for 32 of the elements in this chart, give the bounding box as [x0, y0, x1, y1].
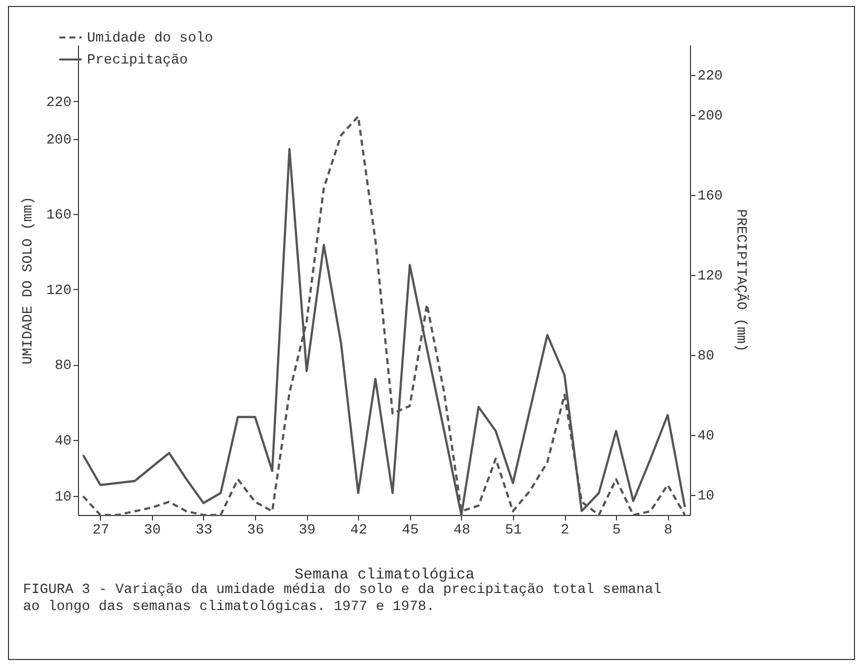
text: FIGURA 3 - Variação da umidade média do solo e da precipitação total semanal ao longo das semanas climatológicas. 1977 e 1978. [23, 582, 663, 616]
x-tick-label: 27 [92, 522, 110, 538]
x-tick-label: 51 [505, 522, 522, 538]
y-tick-label: 80 [54, 358, 72, 374]
x-tick-label: 36 [247, 522, 264, 538]
y2-tick-label: 200 [698, 108, 723, 124]
y2-tick-label: 220 [698, 68, 723, 84]
y-tick-label: 40 [54, 433, 72, 450]
x-tick-label: 45 [402, 522, 419, 538]
x-axis-title: Semana climatológica [294, 566, 475, 584]
x-tick-label: 48 [453, 522, 470, 538]
x-tick-label: 5 [612, 522, 621, 538]
x-tick-label: 39 [298, 522, 316, 538]
y-tick-label: 160 [46, 208, 72, 224]
y2-tick-label: 10 [698, 488, 714, 504]
x-tick-label: 8 [664, 522, 672, 538]
x-tick-label: 33 [196, 522, 212, 538]
y-tick-label: 10 [54, 490, 72, 506]
y-tick-label: 120 [46, 282, 72, 299]
y2-tick-label: 120 [698, 268, 723, 284]
legend-label: Umidade do solo [87, 30, 214, 46]
y2-tick-label: 80 [698, 348, 714, 364]
legend-label: Precipitação [87, 52, 188, 68]
y-tick-label: 200 [46, 132, 72, 148]
x-tick-label: 42 [350, 522, 368, 538]
y2-axis-title: PRECIPITAÇÃO (mm) [732, 209, 750, 352]
y-tick-label: 220 [46, 94, 72, 111]
x-tick-label: 2 [560, 522, 570, 538]
y2-tick-label: 40 [698, 428, 714, 444]
x-tick-label: 30 [144, 522, 161, 538]
y2-tick-label: 160 [698, 188, 723, 204]
y-axis-title: UMIDADE DO SOLO (mm) [20, 196, 36, 365]
